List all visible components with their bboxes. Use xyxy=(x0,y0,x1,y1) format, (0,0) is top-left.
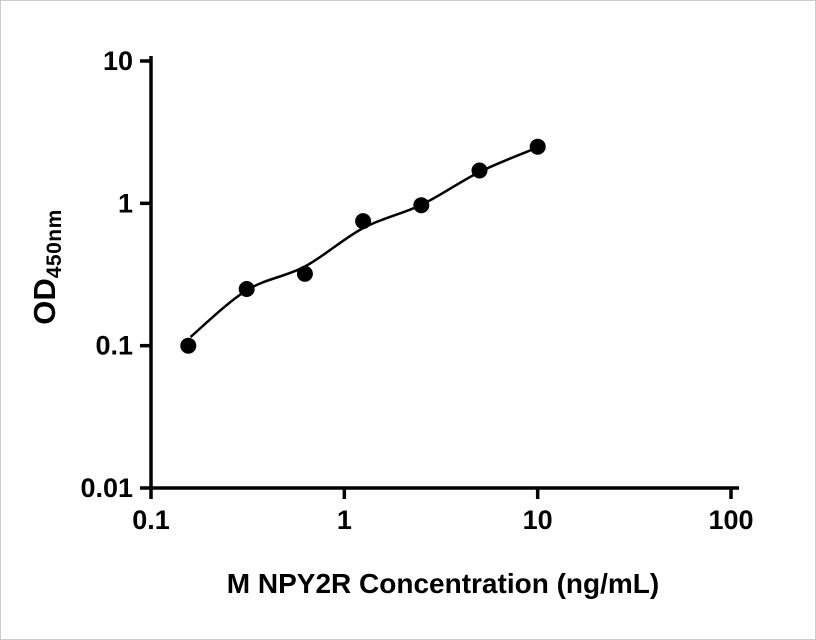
y-tick-label: 0.01 xyxy=(80,473,133,503)
y-axis-title: OD450nm xyxy=(27,209,67,325)
y-tick-label: 1 xyxy=(118,188,133,218)
data-point xyxy=(296,265,313,282)
data-point xyxy=(413,197,430,214)
data-point xyxy=(529,138,546,155)
data-point xyxy=(471,162,488,179)
y-tick-label: 0.1 xyxy=(95,331,133,361)
axis-lines xyxy=(149,56,739,490)
data-point xyxy=(355,213,372,230)
x-tick-label: 1 xyxy=(337,505,352,535)
x-axis-title-text: M NPY2R Concentration (ng/mL) xyxy=(226,568,660,599)
y-tick-label: 10 xyxy=(103,46,133,76)
data-point xyxy=(180,337,197,354)
x-axis-title: M NPY2R Concentration (ng/mL) xyxy=(227,568,659,600)
fit-curve xyxy=(189,146,539,338)
x-tick-label: 0.1 xyxy=(132,505,170,535)
y-axis-title-subscript: 450nm xyxy=(42,209,66,279)
y-axis-title-text: OD xyxy=(27,278,63,325)
x-tick-label: 100 xyxy=(708,505,753,535)
data-point xyxy=(238,281,255,297)
x-tick-label: 10 xyxy=(523,505,553,535)
